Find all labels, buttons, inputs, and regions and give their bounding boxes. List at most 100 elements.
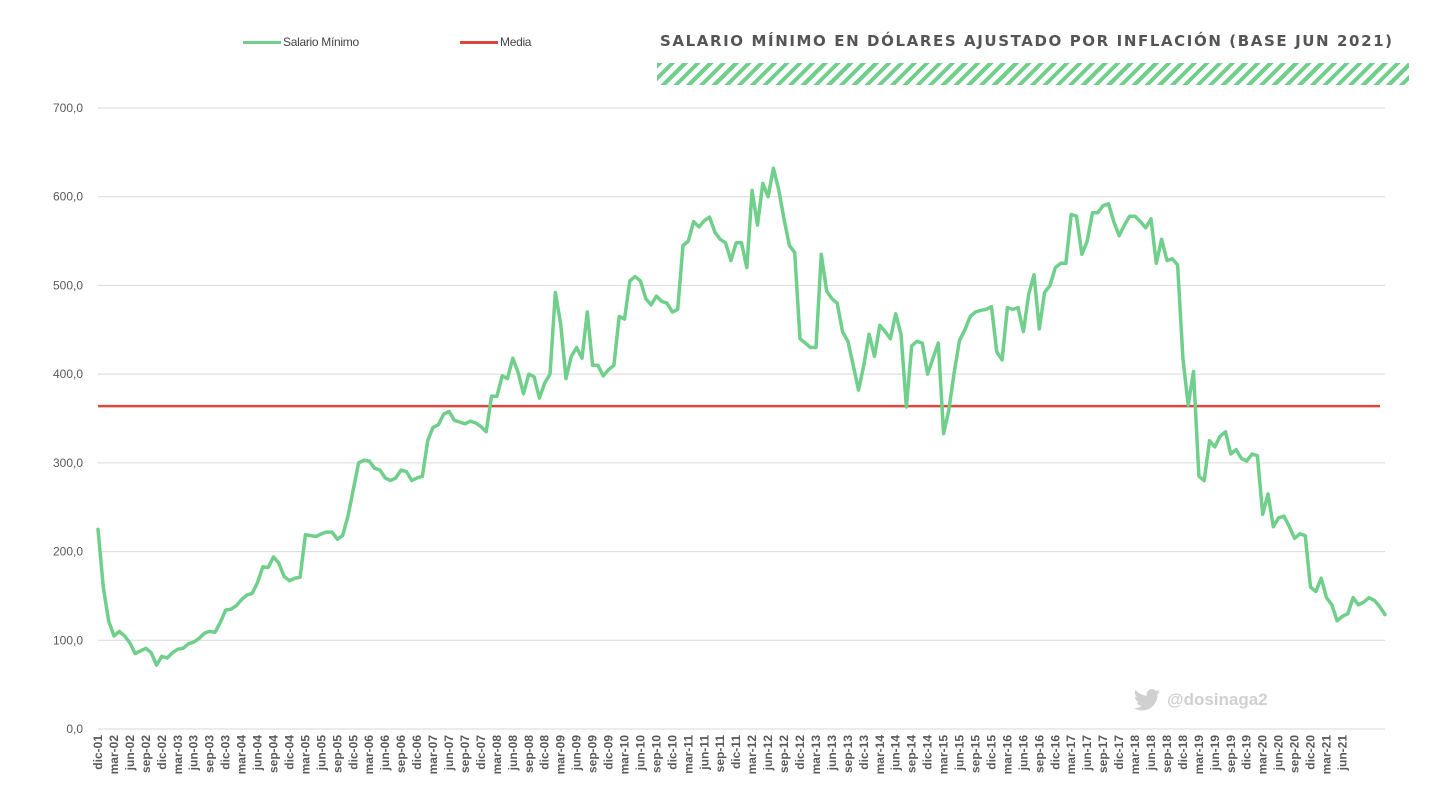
x-tick-label: mar-08 <box>490 735 504 775</box>
x-tick-label: dic-11 <box>729 735 743 769</box>
title-decoration-bar <box>657 63 1409 85</box>
x-tick-label: sep-20 <box>1288 735 1302 773</box>
x-tick-label: sep-07 <box>458 735 472 773</box>
y-tick-label: 0,0 <box>66 722 83 736</box>
x-tick-label: jun-13 <box>825 735 839 772</box>
x-tick-label: mar-20 <box>1256 735 1270 775</box>
x-tick-label: sep-10 <box>649 735 663 773</box>
watermark-text: @dosinaga2 <box>1167 690 1268 709</box>
legend-item-media: Media <box>460 34 531 50</box>
x-tick-label: jun-09 <box>570 735 584 772</box>
x-tick-label: mar-21 <box>1320 735 1334 775</box>
x-tick-label: jun-21 <box>1336 735 1350 772</box>
x-tick-label: sep-08 <box>522 735 536 773</box>
x-tick-label: sep-17 <box>1096 735 1110 773</box>
x-tick-label: sep-15 <box>969 735 983 773</box>
x-tick-label: mar-11 <box>681 735 695 774</box>
x-tick-label: sep-06 <box>394 735 408 773</box>
x-tick-label: sep-09 <box>586 735 600 773</box>
legend-label-salario: Salario Mínimo <box>283 35 359 49</box>
twitter-bird-icon <box>1133 689 1161 711</box>
x-tick-label: dic-20 <box>1304 735 1318 770</box>
x-tick-label: mar-13 <box>809 735 823 775</box>
x-tick-label: jun-15 <box>953 735 967 772</box>
x-tick-label: dic-18 <box>1176 735 1190 770</box>
x-tick-label: jun-17 <box>1080 735 1094 772</box>
x-tick-label: jun-19 <box>1208 735 1222 772</box>
watermark: @dosinaga2 <box>1133 689 1268 711</box>
x-tick-label: jun-07 <box>442 735 456 772</box>
x-tick-label: dic-16 <box>1048 735 1062 770</box>
x-tick-label: mar-12 <box>745 735 759 775</box>
x-tick-label: dic-17 <box>1112 735 1126 770</box>
x-tick-label: mar-07 <box>426 735 440 775</box>
x-tick-label: sep-16 <box>1032 735 1046 773</box>
x-tick-label: dic-19 <box>1240 735 1254 770</box>
x-tick-label: jun-04 <box>251 735 265 772</box>
x-tick-label: dic-01 <box>91 735 105 770</box>
y-tick-label: 700,0 <box>53 101 83 115</box>
x-tick-label: jun-06 <box>378 735 392 772</box>
x-tick-label: jun-18 <box>1144 735 1158 772</box>
y-tick-label: 400,0 <box>53 367 83 381</box>
x-tick-label: sep-03 <box>203 735 217 773</box>
x-tick-label: dic-13 <box>857 735 871 770</box>
y-tick-label: 200,0 <box>53 545 83 559</box>
x-tick-label: sep-19 <box>1224 735 1238 773</box>
x-tick-label: mar-09 <box>554 735 568 775</box>
y-tick-label: 300,0 <box>53 456 83 470</box>
x-tick-label: jun-14 <box>889 735 903 772</box>
x-tick-label: jun-20 <box>1272 735 1286 772</box>
x-tick-label: sep-05 <box>330 735 344 773</box>
x-tick-label: sep-11 <box>713 735 727 773</box>
x-tick-label: mar-16 <box>1000 735 1014 775</box>
x-tick-label: dic-07 <box>474 735 488 770</box>
x-tick-label: dic-05 <box>346 735 360 770</box>
x-tick-label: mar-06 <box>362 735 376 775</box>
x-tick-label: jun-10 <box>634 735 648 772</box>
legend-label-media: Media <box>500 35 532 49</box>
x-tick-label: dic-03 <box>219 735 233 770</box>
x-tick-label: sep-02 <box>139 735 153 773</box>
x-tick-label: mar-18 <box>1128 735 1142 775</box>
x-tick-label: dic-14 <box>921 735 935 770</box>
y-tick-label: 500,0 <box>53 278 83 292</box>
x-tick-label: dic-10 <box>665 735 679 770</box>
x-tick-label: mar-02 <box>107 735 121 775</box>
y-tick-label: 600,0 <box>53 190 83 204</box>
x-tick-label: mar-03 <box>171 735 185 775</box>
legend-item-salario: Salario Mínimo <box>243 34 359 50</box>
legend-swatch-media <box>460 40 498 44</box>
y-tick-label: 100,0 <box>53 633 83 647</box>
x-tick-label: dic-02 <box>155 735 169 770</box>
x-tick-label: mar-14 <box>873 735 887 775</box>
x-tick-label: jun-11 <box>697 735 711 771</box>
x-tick-label: jun-12 <box>761 735 775 772</box>
x-tick-label: jun-05 <box>314 735 328 772</box>
legend-swatch-salario <box>243 40 281 44</box>
x-tick-label: mar-19 <box>1192 735 1206 775</box>
x-tick-label: mar-04 <box>235 735 249 775</box>
x-tick-label: dic-15 <box>985 735 999 770</box>
x-tick-label: jun-03 <box>187 735 201 772</box>
x-tick-label: dic-09 <box>602 735 616 770</box>
x-tick-label: dic-12 <box>793 735 807 770</box>
x-tick-label: dic-06 <box>410 735 424 770</box>
x-tick-label: sep-18 <box>1160 735 1174 773</box>
x-tick-label: mar-10 <box>618 735 632 775</box>
x-tick-label: jun-16 <box>1016 735 1030 772</box>
x-tick-label: mar-05 <box>298 735 312 775</box>
x-tick-label: dic-08 <box>538 735 552 770</box>
x-tick-label: jun-02 <box>123 735 137 772</box>
x-tick-label: mar-15 <box>937 735 951 775</box>
chart-title: SALARIO MÍNIMO EN DÓLARES AJUSTADO POR I… <box>660 32 1394 50</box>
x-tick-label: sep-13 <box>841 735 855 773</box>
x-tick-label: dic-04 <box>283 735 297 770</box>
x-tick-label: sep-12 <box>777 735 791 773</box>
x-tick-label: mar-17 <box>1064 735 1078 775</box>
x-tick-label: sep-14 <box>905 735 919 773</box>
x-tick-label: sep-04 <box>267 735 281 773</box>
x-tick-label: jun-08 <box>506 735 520 772</box>
